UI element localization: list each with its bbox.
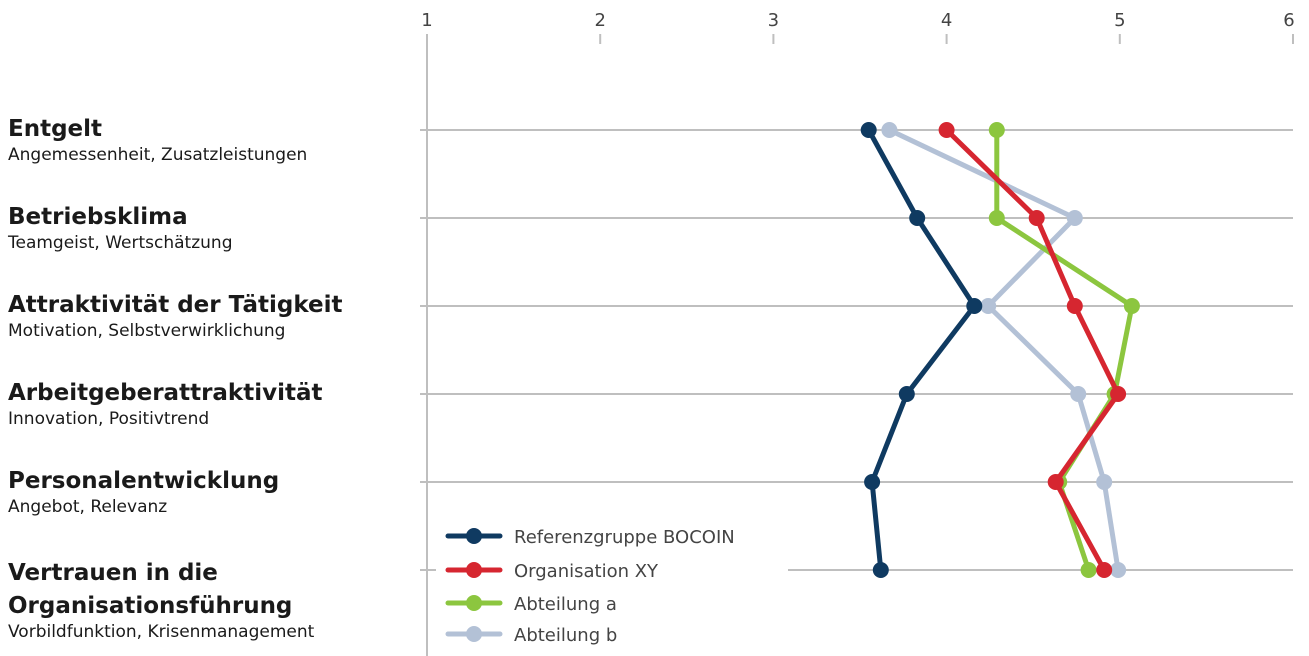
legend-label: Referenzgruppe BOCOIN xyxy=(514,527,735,548)
x-tick-label: 1 xyxy=(421,10,432,31)
grid xyxy=(420,36,1293,656)
series-3 xyxy=(881,122,1127,578)
legend-label: Abteilung a xyxy=(514,594,617,615)
data-point xyxy=(1110,386,1127,402)
series-line xyxy=(866,127,977,573)
series-line xyxy=(886,127,1121,573)
category-title: Vertrauen in die Organisationsführung xyxy=(8,560,292,619)
legend-swatch-dot xyxy=(466,626,482,642)
data-point xyxy=(909,210,926,226)
data-point xyxy=(1066,298,1083,314)
legend-label: Organisation XY xyxy=(514,561,659,582)
data-point xyxy=(1066,210,1083,226)
series-0 xyxy=(860,122,983,578)
data-point xyxy=(966,298,983,314)
category-title: Entgelt xyxy=(8,116,102,142)
series-1 xyxy=(938,122,1127,578)
x-tick-label: 5 xyxy=(1114,10,1125,31)
legend-item: Organisation XY xyxy=(445,561,659,582)
data-point xyxy=(898,386,915,402)
category-title: Attraktivität der Tätigkeit xyxy=(8,292,343,318)
legend-swatch-dot xyxy=(466,595,482,611)
data-point xyxy=(1096,562,1113,578)
data-point xyxy=(1123,298,1140,314)
data-point xyxy=(938,122,955,138)
data-point xyxy=(881,122,898,138)
data-point xyxy=(980,298,997,314)
category-title: Arbeitgeberattraktivität xyxy=(8,380,323,406)
x-tick-label: 4 xyxy=(941,10,952,31)
data-point xyxy=(1080,562,1097,578)
data-point xyxy=(864,474,881,490)
data-point xyxy=(1047,474,1064,490)
x-tick-label: 6 xyxy=(1283,10,1294,31)
category-subtitle: Angebot, Relevanz xyxy=(8,497,167,517)
category-subtitle: Teamgeist, Wertschätzung xyxy=(7,233,233,253)
category-subtitle: Motivation, Selbstverwirklichung xyxy=(8,321,285,341)
legend-swatch-dot xyxy=(466,528,482,544)
data-point xyxy=(1096,474,1113,490)
category-title: Betriebsklima xyxy=(8,204,188,230)
series-lines xyxy=(860,122,1140,578)
data-point xyxy=(860,122,877,138)
category-title-line: Organisationsführung xyxy=(8,593,292,619)
category-subtitle: Angemessenheit, Zusatzleistungen xyxy=(8,145,307,165)
category-subtitle: Vorbildfunktion, Krisenmanagement xyxy=(8,622,315,642)
legend-swatch-dot xyxy=(466,562,482,578)
data-point xyxy=(988,210,1005,226)
data-point xyxy=(872,562,889,578)
legend-label: Abteilung b xyxy=(514,625,617,646)
x-axis-ticks: 1 2 3 4 5 6 xyxy=(421,10,1295,44)
x-tick-label: 2 xyxy=(594,10,605,31)
category-labels: Entgelt Angemessenheit, Zusatzleistungen B… xyxy=(7,116,343,642)
legend-item: Abteilung b xyxy=(445,625,617,646)
category-title: Personalentwicklung xyxy=(8,468,279,494)
category-title-line: Vertrauen in die xyxy=(8,560,218,586)
series-line xyxy=(944,127,1121,573)
data-point xyxy=(1028,210,1045,226)
x-tick-label: 3 xyxy=(768,10,779,31)
legend-item: Referenzgruppe BOCOIN xyxy=(445,527,735,548)
legend: Referenzgruppe BOCOIN Organisation XY Abte… xyxy=(445,527,735,646)
legend-item: Abteilung a xyxy=(445,594,617,615)
data-point xyxy=(1070,386,1087,402)
category-subtitle: Innovation, Positivtrend xyxy=(8,409,209,429)
data-point xyxy=(1110,562,1127,578)
data-point xyxy=(988,122,1005,138)
